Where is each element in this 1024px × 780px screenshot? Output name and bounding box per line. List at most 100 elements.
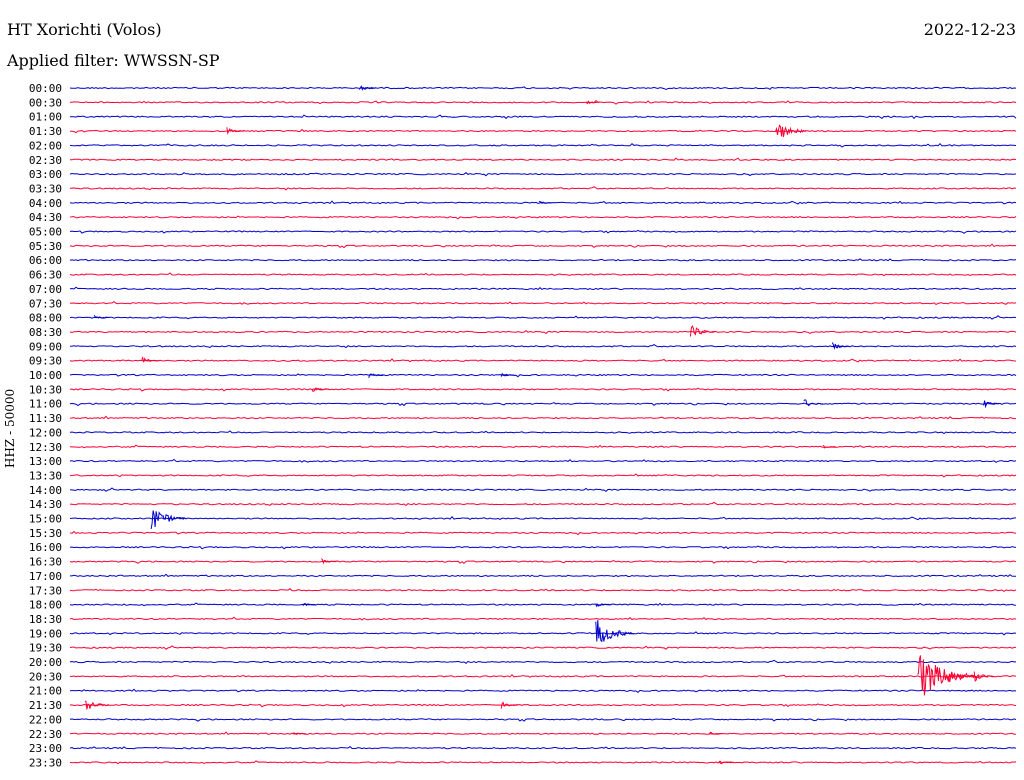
time-tick-label: 15:00 xyxy=(29,513,62,526)
seismic-event xyxy=(226,127,244,135)
trace-line xyxy=(69,402,1017,407)
seismic-event xyxy=(983,400,1001,409)
trace-line xyxy=(69,344,1017,349)
seismic-event xyxy=(500,372,515,377)
time-tick-label: 08:00 xyxy=(29,312,62,325)
time-tick-label: 00:30 xyxy=(29,96,62,109)
seismic-event xyxy=(368,373,384,378)
trace-line xyxy=(69,142,1017,148)
seismic-event xyxy=(321,558,337,565)
seismic-event xyxy=(358,85,377,91)
time-tick-label: 07:00 xyxy=(29,283,62,296)
seismic-event xyxy=(585,100,600,105)
trace-line xyxy=(69,373,1017,378)
time-tick-label: 23:30 xyxy=(29,756,62,769)
time-tick-label: 08:30 xyxy=(29,326,62,339)
trace-line xyxy=(69,745,1017,750)
time-tick-label: 16:30 xyxy=(29,556,62,569)
time-tick-label: 13:00 xyxy=(29,455,62,468)
seismic-event xyxy=(718,761,734,765)
seismic-event xyxy=(141,356,159,363)
time-tick-label: 12:00 xyxy=(29,426,62,439)
seismic-event xyxy=(822,445,836,449)
seismic-event xyxy=(292,732,306,735)
seismic-event xyxy=(311,387,329,393)
trace-line xyxy=(69,215,1017,220)
trace-line xyxy=(69,602,1017,607)
trace-line xyxy=(69,659,1016,664)
trace-line xyxy=(69,760,1017,765)
time-tick-label: 09:30 xyxy=(29,355,62,368)
time-tick-label: 23:00 xyxy=(29,742,62,755)
time-tick-label: 10:30 xyxy=(29,383,62,396)
time-tick-label: 10:00 xyxy=(29,369,62,382)
trace-line xyxy=(69,300,1017,305)
trace-line xyxy=(69,616,1017,621)
time-tick-label: 14:30 xyxy=(29,498,62,511)
trace-line xyxy=(69,588,1017,593)
seismic-event xyxy=(93,314,110,319)
seismic-event xyxy=(708,731,723,735)
seismic-event xyxy=(538,200,553,205)
time-tick-label: 11:30 xyxy=(29,412,62,425)
trace-line xyxy=(69,473,1017,478)
trace-line xyxy=(70,114,1017,120)
time-tick-label: 20:30 xyxy=(29,670,62,683)
time-tick-label: 15:30 xyxy=(29,527,62,540)
seismic-event xyxy=(775,124,807,137)
time-tick-label: 01:00 xyxy=(29,111,62,124)
seismic-event xyxy=(689,325,715,337)
seismic-event xyxy=(803,399,824,407)
trace-line xyxy=(69,487,1017,493)
trace-line xyxy=(69,545,1017,550)
trace-line xyxy=(69,286,1017,291)
seismic-event xyxy=(84,700,109,710)
seismic-event xyxy=(945,671,974,683)
trace-line xyxy=(69,688,1017,694)
trace-line xyxy=(69,315,1017,320)
time-tick-label: 06:30 xyxy=(29,269,62,282)
time-tick-label: 02:30 xyxy=(29,154,62,167)
trace-line xyxy=(69,530,1017,536)
time-tick-label: 05:30 xyxy=(29,240,62,253)
time-tick-label: 17:00 xyxy=(29,570,62,583)
trace-line xyxy=(69,128,1017,134)
time-tick-label: 04:00 xyxy=(29,197,62,210)
trace-line xyxy=(69,229,1017,234)
trace-line xyxy=(69,717,1017,722)
time-tick-label: 18:30 xyxy=(29,613,62,626)
time-tick-label: 13:30 xyxy=(29,469,62,482)
trace-line xyxy=(69,172,1017,177)
seismic-event xyxy=(302,603,316,607)
time-tick-label: 19:30 xyxy=(29,642,62,655)
time-tick-label: 02:00 xyxy=(29,139,62,152)
seismic-event xyxy=(150,510,187,530)
trace-line xyxy=(69,560,1017,564)
trace-line xyxy=(69,186,1017,191)
trace-line xyxy=(70,673,1017,679)
trace-line xyxy=(69,501,1017,507)
trace-line xyxy=(69,387,1017,392)
trace-line xyxy=(69,329,1017,335)
time-tick-label: 06:00 xyxy=(29,254,62,267)
seismic-event xyxy=(595,603,611,608)
time-tick-label: 20:00 xyxy=(29,656,62,669)
time-tick-label: 00:00 xyxy=(29,82,62,95)
trace-line xyxy=(69,258,1017,262)
seismic-event xyxy=(595,619,634,643)
time-tick-label: 21:30 xyxy=(29,699,62,712)
trace-line xyxy=(69,272,1017,277)
trace-line xyxy=(69,631,1017,636)
date-label: 2022-12-23 xyxy=(923,20,1016,39)
time-tick-label: 11:00 xyxy=(29,398,62,411)
seismic-event xyxy=(973,671,995,682)
time-tick-label: 19:00 xyxy=(29,627,62,640)
trace-line xyxy=(70,99,1017,105)
time-tick-label: 03:30 xyxy=(29,182,62,195)
time-tick-label: 22:00 xyxy=(29,713,62,726)
trace-line xyxy=(69,645,1017,650)
time-tick-label: 01:30 xyxy=(29,125,62,138)
trace-line xyxy=(69,415,1016,420)
trace-line xyxy=(70,157,1017,161)
